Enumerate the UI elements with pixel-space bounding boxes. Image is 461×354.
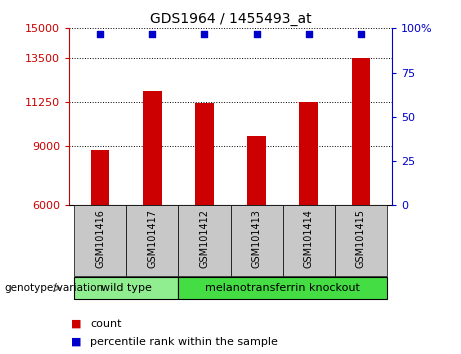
Text: GSM101415: GSM101415 bbox=[355, 209, 366, 268]
Point bbox=[253, 32, 260, 37]
Text: GSM101417: GSM101417 bbox=[148, 209, 157, 268]
Point bbox=[201, 32, 208, 37]
Bar bbox=[248, 137, 266, 205]
Text: GSM101412: GSM101412 bbox=[200, 209, 209, 268]
Bar bbox=[335, 205, 387, 276]
Text: melanotransferrin knockout: melanotransferrin knockout bbox=[205, 283, 360, 293]
Bar bbox=[126, 205, 178, 276]
Bar bbox=[91, 150, 110, 205]
Text: percentile rank within the sample: percentile rank within the sample bbox=[90, 337, 278, 347]
Text: GSM101414: GSM101414 bbox=[304, 209, 313, 268]
Text: GSM101416: GSM101416 bbox=[95, 209, 106, 268]
Text: GSM101413: GSM101413 bbox=[252, 209, 261, 268]
Bar bbox=[178, 277, 387, 299]
Bar bbox=[230, 205, 283, 276]
Bar bbox=[195, 103, 213, 205]
Text: genotype/variation: genotype/variation bbox=[5, 283, 104, 293]
Bar bbox=[300, 102, 318, 205]
Point bbox=[357, 32, 364, 37]
Title: GDS1964 / 1455493_at: GDS1964 / 1455493_at bbox=[150, 12, 311, 26]
Bar bbox=[178, 205, 230, 276]
Bar bbox=[352, 58, 370, 205]
Text: ■: ■ bbox=[71, 337, 82, 347]
Point bbox=[305, 32, 312, 37]
Bar bbox=[74, 205, 126, 276]
Bar bbox=[283, 205, 335, 276]
Text: ■: ■ bbox=[71, 319, 82, 329]
Point bbox=[149, 32, 156, 37]
Point bbox=[97, 32, 104, 37]
Bar bbox=[74, 277, 178, 299]
Bar bbox=[143, 91, 161, 205]
Text: wild type: wild type bbox=[101, 283, 152, 293]
Text: count: count bbox=[90, 319, 121, 329]
